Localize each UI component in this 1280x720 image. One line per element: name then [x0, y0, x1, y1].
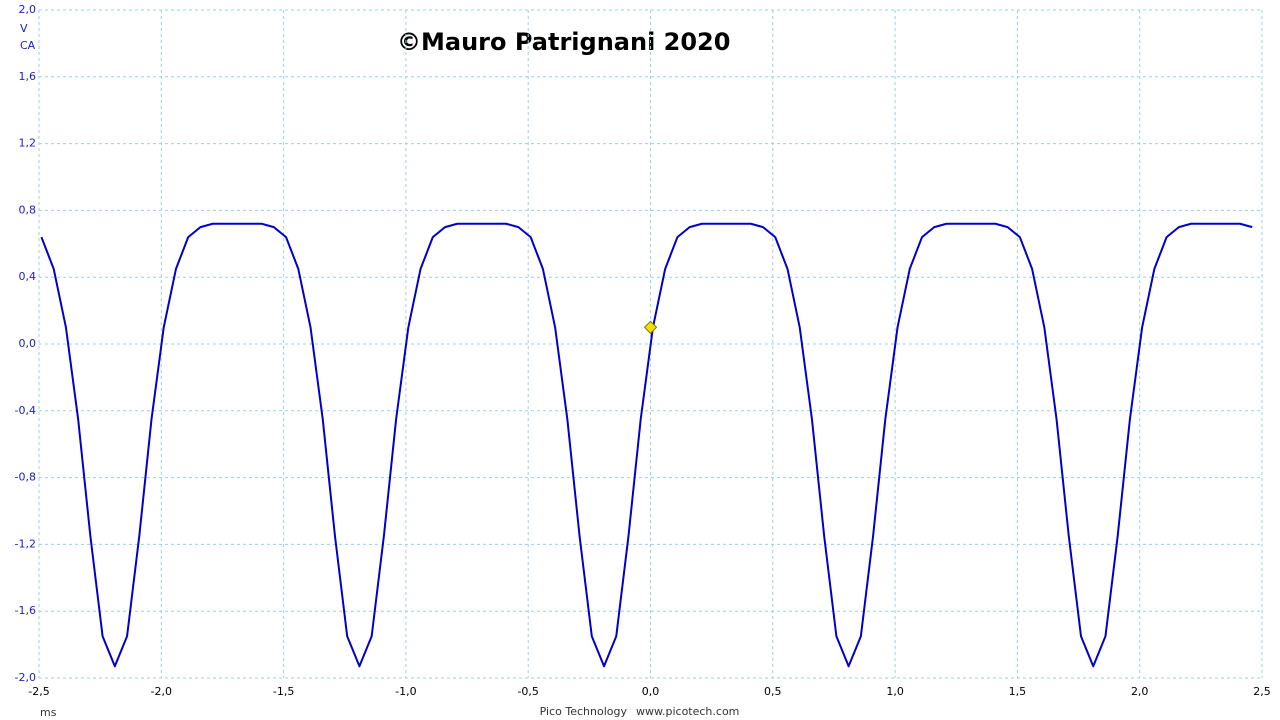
footer-brand: Pico Technology: [540, 705, 628, 718]
x-unit: ms: [40, 706, 57, 719]
y-tick-label: 2,0: [19, 3, 37, 16]
y-unit: V: [20, 22, 28, 35]
x-tick-label: -1,5: [273, 685, 294, 698]
x-tick-label: 0,0: [642, 685, 660, 698]
x-tick-label: -0,5: [517, 685, 538, 698]
y-tick-label: 1,6: [19, 70, 37, 83]
y-tick-label: -0,4: [15, 404, 36, 417]
waveform: [40, 222, 1253, 668]
y-tick-label: -1,2: [15, 537, 36, 550]
footer-url: www.picotech.com: [636, 705, 739, 718]
x-tick-label: 1,5: [1009, 685, 1027, 698]
x-tick-label: 0,5: [764, 685, 782, 698]
x-tick-label: 1,0: [886, 685, 904, 698]
y-tick-label: 0,0: [19, 337, 37, 350]
y-tick-label: 0,8: [19, 203, 37, 216]
x-tick-label: 2,0: [1131, 685, 1149, 698]
x-tick-label: -2,5: [28, 685, 49, 698]
trigger-marker: [643, 320, 658, 335]
y-tick-label: 0,4: [19, 270, 37, 283]
watermark-title: ©Mauro Patrignani 2020: [397, 28, 730, 56]
y-tick-label: -2,0: [15, 671, 36, 684]
y-coupling: CA: [20, 39, 36, 52]
y-tick-label: 1,2: [19, 137, 37, 150]
x-tick-label: -1,0: [395, 685, 416, 698]
x-tick-label: 2,5: [1253, 685, 1271, 698]
x-tick-label: -2,0: [151, 685, 172, 698]
y-tick-label: -1,6: [15, 604, 36, 617]
y-tick-label: -0,8: [15, 471, 36, 484]
